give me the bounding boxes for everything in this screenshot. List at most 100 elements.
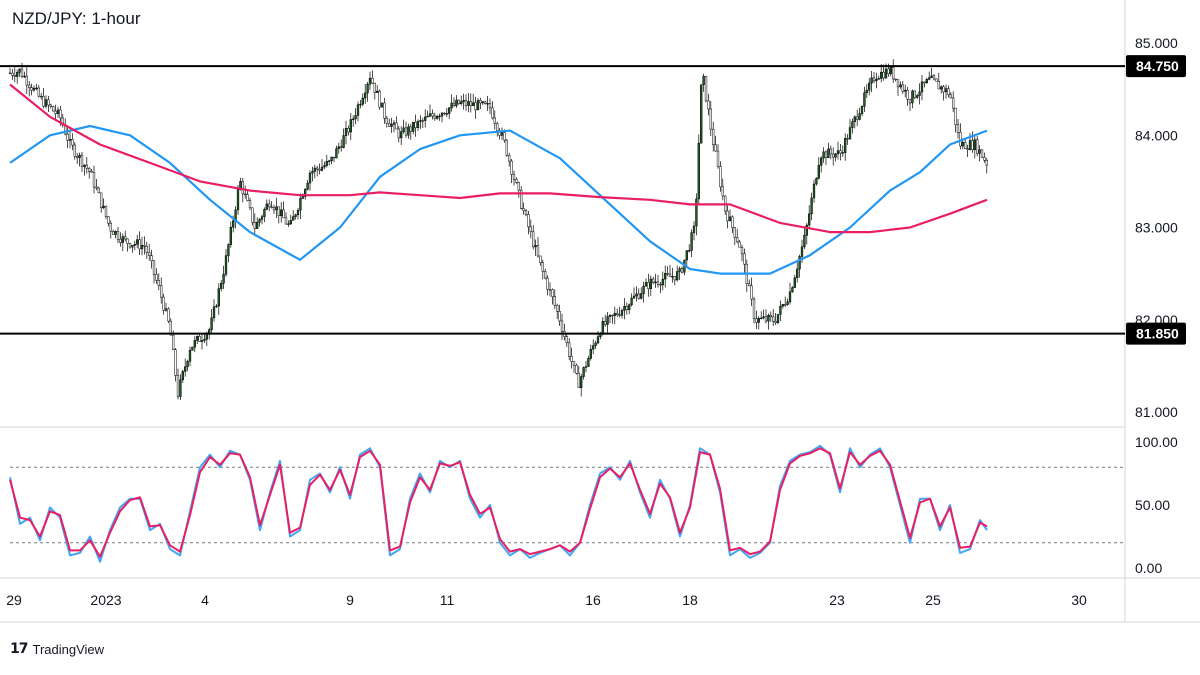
candle-body	[440, 112, 444, 117]
candle-body	[760, 317, 763, 320]
candle-body	[841, 152, 844, 154]
candle-body	[570, 356, 573, 362]
candle-body	[172, 334, 175, 350]
moving-averages	[9, 83, 988, 275]
candle-body	[25, 75, 28, 86]
candle-body	[515, 179, 518, 183]
candle-body	[971, 140, 974, 151]
candles-layer	[8, 59, 988, 401]
candle-body	[558, 311, 561, 322]
candle-body	[630, 297, 633, 306]
candle-body	[131, 244, 134, 248]
candle-body	[947, 88, 950, 96]
candle-body	[774, 320, 777, 323]
candle-body	[956, 124, 960, 133]
candle-body	[215, 305, 218, 308]
candle-body	[203, 339, 206, 341]
candle-body	[344, 127, 348, 136]
candle-body	[978, 149, 981, 154]
candle-body	[241, 181, 244, 195]
candle-body	[940, 86, 943, 90]
candle-body	[424, 116, 427, 121]
candle-body	[23, 75, 26, 78]
candle-body	[232, 220, 235, 228]
candle-body	[762, 316, 765, 319]
candle-body	[932, 75, 936, 80]
candle-body	[980, 149, 984, 158]
candle-body	[709, 108, 712, 130]
candle-body	[280, 209, 283, 216]
candle-body	[692, 225, 696, 233]
candle-body	[330, 156, 333, 162]
stochastic-d-line	[9, 447, 988, 558]
candle-body	[500, 132, 504, 136]
candle-body	[40, 95, 43, 98]
candle-body	[299, 198, 302, 211]
candle-body	[371, 77, 374, 84]
candle-body	[493, 117, 496, 124]
candle-body	[340, 146, 343, 148]
candle-body	[973, 139, 976, 151]
candle-body	[887, 68, 890, 75]
candle-body	[719, 166, 722, 188]
candle-body	[556, 305, 559, 312]
candle-body	[721, 186, 724, 197]
candle-body	[32, 87, 36, 91]
level-tag-label-1: 81.850	[1136, 326, 1179, 342]
candle-body	[472, 102, 475, 107]
candle-body	[217, 288, 220, 307]
candle-body	[882, 71, 885, 79]
candle-body	[791, 287, 794, 293]
candle-body	[632, 295, 636, 299]
candle-body	[503, 132, 506, 141]
candle-body	[544, 271, 547, 279]
candle-body	[88, 167, 91, 172]
candle-body	[378, 90, 381, 108]
candle-body	[95, 186, 98, 189]
candle-body	[604, 321, 607, 325]
candle-body	[860, 106, 864, 114]
candle-body	[121, 236, 124, 243]
candle-body	[966, 148, 969, 150]
candle-body	[100, 192, 103, 209]
candle-body	[752, 298, 756, 320]
candle-body	[781, 304, 784, 307]
candle-body	[277, 206, 280, 216]
candle-body	[846, 138, 849, 140]
candle-body	[80, 154, 84, 167]
candle-body	[618, 314, 621, 316]
candle-body	[937, 80, 940, 90]
candle-body	[90, 171, 93, 173]
time-tick-label: 2023	[90, 592, 121, 608]
candle-body	[83, 164, 86, 167]
candle-body	[445, 113, 448, 115]
candle-body	[784, 304, 787, 306]
candle-body	[119, 238, 122, 243]
candle-body	[920, 81, 924, 93]
candle-body	[863, 92, 866, 107]
candle-body	[565, 336, 568, 344]
candle-body	[488, 103, 492, 109]
candle-body	[474, 102, 477, 111]
candle-body	[92, 171, 96, 188]
time-tick-label: 30	[1071, 592, 1087, 608]
candle-body	[546, 277, 549, 290]
candle-body	[11, 72, 14, 76]
tradingview-brand[interactable]: 17 TradingView	[10, 641, 104, 657]
stochastic-k-line	[9, 444, 988, 563]
candle-body	[481, 101, 484, 104]
candle-body	[733, 227, 736, 238]
time-tick-label: 9	[346, 592, 354, 608]
candle-body	[539, 255, 542, 263]
time-tick-label: 18	[682, 592, 698, 608]
candle-body	[193, 340, 196, 348]
oscillator-axis: 100.00 50.00 0.00	[1135, 434, 1178, 576]
candle-body	[743, 253, 746, 265]
oscillator-lines	[9, 444, 988, 563]
candle-body	[200, 340, 204, 342]
candle-body	[671, 276, 674, 278]
candle-body	[102, 205, 105, 209]
candle-body	[260, 216, 264, 220]
candle-body	[414, 121, 417, 128]
